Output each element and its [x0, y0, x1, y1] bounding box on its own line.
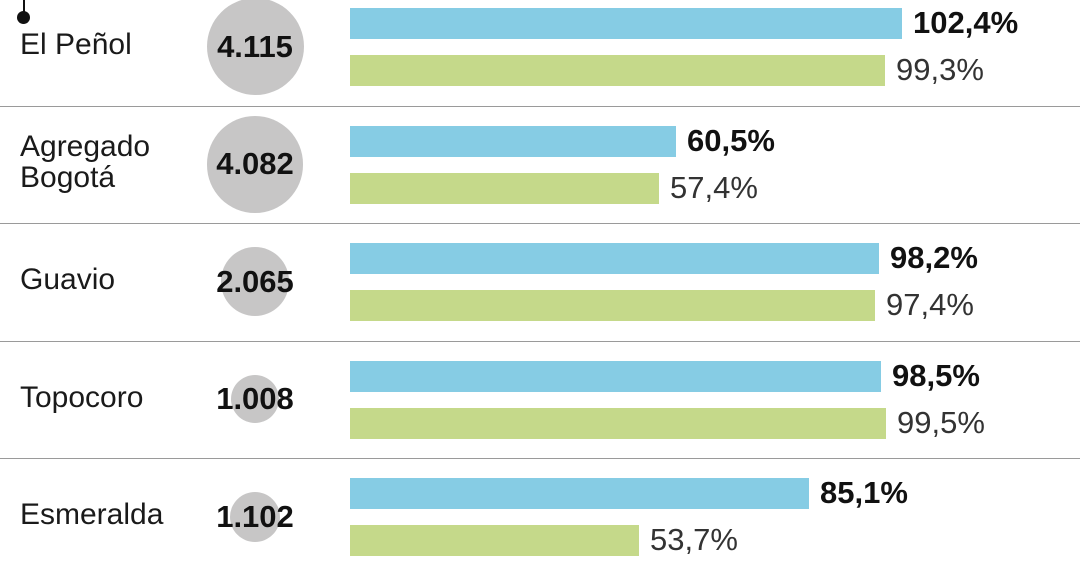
bar-current	[350, 478, 809, 509]
row-divider	[0, 458, 1080, 459]
volume-value: 4.115	[217, 29, 293, 64]
bar-current	[350, 361, 881, 392]
row-divider	[0, 106, 1080, 107]
reservoir-name: El Peñol	[20, 28, 132, 61]
volume-circle	[229, 491, 281, 542]
reservoir-name: Esmeralda	[20, 498, 164, 531]
reservoir-name: Topocoro	[20, 381, 144, 414]
value-label-previous: 99,3%	[896, 52, 984, 87]
value-label-previous: 53,7%	[650, 522, 738, 557]
bar-current	[350, 126, 677, 157]
row-divider	[0, 341, 1080, 342]
volume-value: 1.008	[216, 381, 294, 416]
reservoir-name: Guavio	[20, 263, 116, 296]
leader-line	[23, 0, 25, 14]
leader-dot	[17, 11, 30, 24]
bar-previous	[350, 290, 876, 321]
bar-previous	[350, 408, 887, 439]
value-label-previous: 97,4%	[886, 287, 974, 322]
row-divider	[0, 223, 1080, 224]
bar-current	[350, 8, 902, 39]
volume-circle	[230, 375, 279, 424]
volume-circle	[206, 115, 304, 213]
value-label-current: 98,2%	[890, 240, 978, 275]
value-label-current: 102,4%	[913, 5, 1019, 40]
bar-previous	[350, 525, 640, 556]
reservoir-name: Agregado Bogotá	[20, 130, 151, 194]
bar-current	[350, 243, 880, 274]
value-label-current: 98,5%	[892, 358, 980, 393]
value-label-current: 60,5%	[687, 123, 775, 158]
volume-circle	[220, 247, 290, 317]
bar-previous	[350, 55, 886, 86]
volume-value: 1.102	[216, 499, 294, 534]
volume-value: 2.065	[216, 264, 294, 299]
bar-previous	[350, 173, 660, 204]
value-label-current: 85,1%	[820, 475, 908, 510]
value-label-previous: 99,5%	[897, 405, 985, 440]
value-label-previous: 57,4%	[670, 170, 758, 205]
volume-circle	[206, 0, 304, 96]
volume-value: 4.082	[216, 146, 294, 181]
